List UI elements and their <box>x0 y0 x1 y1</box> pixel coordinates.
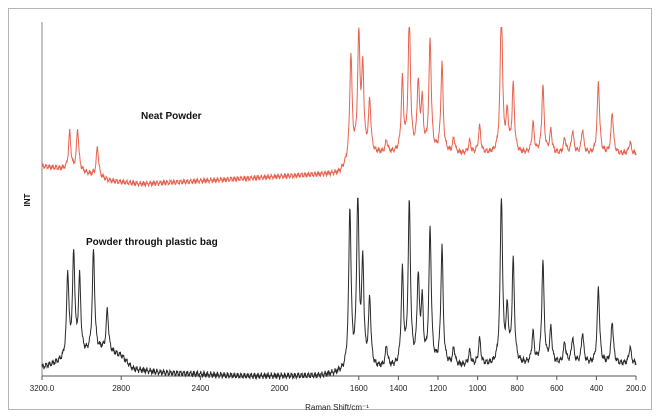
x-tick-label: 1000 <box>469 384 487 393</box>
x-axis-label: Raman Shift/cm⁻¹ <box>305 403 369 412</box>
chart-axes <box>41 22 636 377</box>
x-tick-label: 800 <box>511 384 525 393</box>
x-tick-label: 400 <box>590 384 604 393</box>
chart-frame <box>8 8 652 410</box>
x-axis-ticks: 3200.0 2800 2400 2000 1600 1400 1200 1000 800 600… <box>30 376 647 393</box>
x-tick-label: 1400 <box>390 384 408 393</box>
series-line-plastic-bag <box>41 197 637 381</box>
x-tick-label: 200.0 <box>626 384 647 393</box>
x-tick-label: 1600 <box>350 384 368 393</box>
y-axis-label: INT <box>23 193 32 206</box>
series-label-neat-powder: Neat Powder <box>141 111 202 122</box>
x-tick-label: 1200 <box>429 384 447 393</box>
x-tick-label: 3200.0 <box>30 384 55 393</box>
spectrum-lines <box>41 27 637 381</box>
x-tick-label: 2800 <box>112 384 130 393</box>
x-tick-label: 2400 <box>192 384 210 393</box>
series-label-plastic-bag: Powder through plastic bag <box>86 237 218 248</box>
x-tick-label: 2000 <box>271 384 289 393</box>
series-line-neat-powder <box>41 27 637 188</box>
x-tick-label: 600 <box>550 384 564 393</box>
